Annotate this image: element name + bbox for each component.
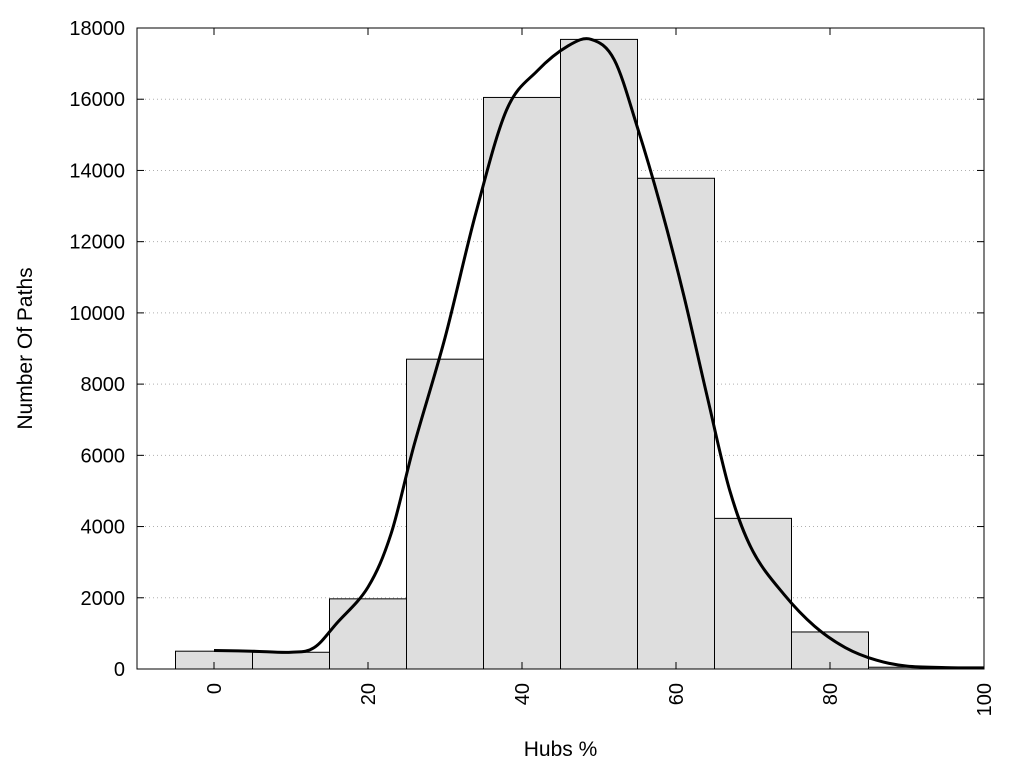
histogram-bar xyxy=(252,651,330,670)
y-axis-ticks: 0 2000 4000 6000 8000 10000 12000 14000 16000 180… xyxy=(69,18,984,681)
y-tick-label: 0 xyxy=(114,659,125,681)
histogram-bar xyxy=(406,358,484,670)
y-tick-label: 4000 xyxy=(81,517,126,539)
y-tick-label: 2000 xyxy=(81,588,126,610)
x-tick-label: 60 xyxy=(666,683,688,705)
x-tick-label: 80 xyxy=(820,683,842,705)
y-tick-label: 10000 xyxy=(69,303,125,325)
y-tick-label: 8000 xyxy=(81,374,126,396)
plot-frame xyxy=(136,27,985,670)
histogram-bar xyxy=(329,598,407,670)
x-tick-label: 20 xyxy=(358,683,380,705)
density-curve xyxy=(213,37,985,670)
y-tick-label: 6000 xyxy=(81,445,126,467)
y-tick-label: 18000 xyxy=(69,18,125,40)
histogram-bar xyxy=(483,96,561,670)
y-tick-label: 12000 xyxy=(69,232,125,254)
y-tick-label: 14000 xyxy=(69,160,125,182)
histogram-bar xyxy=(560,38,638,670)
histogram-bar xyxy=(637,177,715,670)
histogram-bars xyxy=(175,38,946,670)
y-tick-label: 16000 xyxy=(69,89,125,111)
x-tick-label: 40 xyxy=(512,683,534,705)
density-curve-group xyxy=(213,37,985,670)
x-tick-label: 100 xyxy=(974,683,996,716)
histogram-bar xyxy=(714,517,792,670)
x-tick-label: 0 xyxy=(204,683,226,694)
x-axis-ticks: 0 20 40 60 80 100 xyxy=(204,28,996,716)
y-axis-title: Number Of Paths xyxy=(14,267,37,429)
x-axis-title: Hubs % xyxy=(524,738,598,761)
